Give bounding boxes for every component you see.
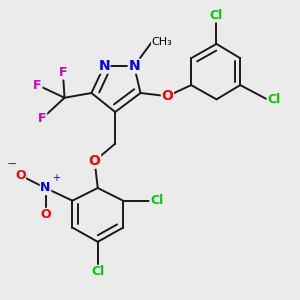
Text: F: F [59, 66, 67, 79]
Text: N: N [40, 182, 51, 194]
Text: O: O [40, 208, 51, 221]
Text: Cl: Cl [150, 194, 163, 207]
Text: CH₃: CH₃ [152, 38, 172, 47]
Text: Cl: Cl [210, 9, 223, 22]
Text: Cl: Cl [267, 93, 280, 106]
Text: +: + [52, 173, 61, 183]
Text: N: N [98, 59, 110, 73]
Text: O: O [15, 169, 26, 182]
Text: O: O [161, 89, 173, 103]
Text: F: F [33, 79, 42, 92]
Text: −: − [7, 158, 17, 171]
Text: F: F [38, 112, 46, 125]
Text: N: N [128, 59, 140, 73]
Text: O: O [89, 154, 100, 168]
Text: Cl: Cl [91, 266, 104, 278]
